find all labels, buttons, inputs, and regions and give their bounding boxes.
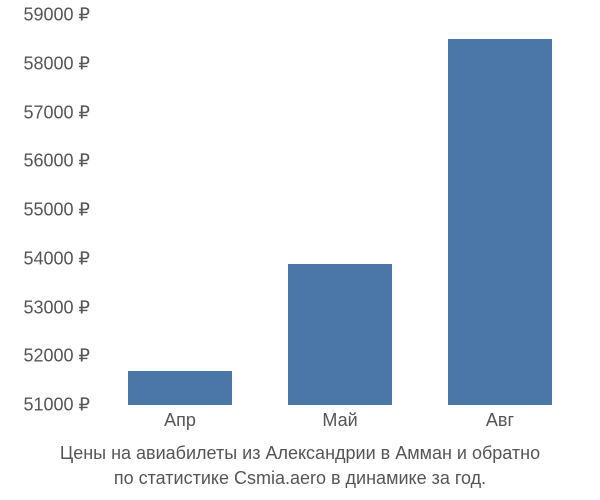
x-tick-label: Май: [322, 410, 357, 431]
bar: [128, 371, 232, 405]
y-tick-label: 54000 ₽: [23, 248, 90, 269]
bar: [448, 39, 552, 405]
y-tick-label: 52000 ₽: [23, 346, 90, 367]
y-tick-label: 56000 ₽: [23, 151, 90, 172]
price-chart: 51000 ₽ 52000 ₽ 53000 ₽ 54000 ₽ 55000 ₽ 56000…: [0, 0, 600, 500]
bar: [288, 264, 392, 405]
x-tick-label: Авг: [486, 410, 514, 431]
chart-caption: Цены на авиабилеты из Александрии в Амма…: [0, 441, 600, 490]
y-tick-label: 57000 ₽: [23, 102, 90, 123]
y-tick-label: 53000 ₽: [23, 297, 90, 318]
y-tick-label: 59000 ₽: [23, 5, 90, 26]
x-tick-label: Апр: [164, 410, 196, 431]
caption-line-2: по статистике Csmia.aero в динамике за г…: [0, 466, 600, 490]
y-tick-label: 51000 ₽: [23, 395, 90, 416]
y-tick-label: 58000 ₽: [23, 53, 90, 74]
y-tick-label: 55000 ₽: [23, 200, 90, 221]
caption-line-1: Цены на авиабилеты из Александрии в Амма…: [0, 441, 600, 465]
